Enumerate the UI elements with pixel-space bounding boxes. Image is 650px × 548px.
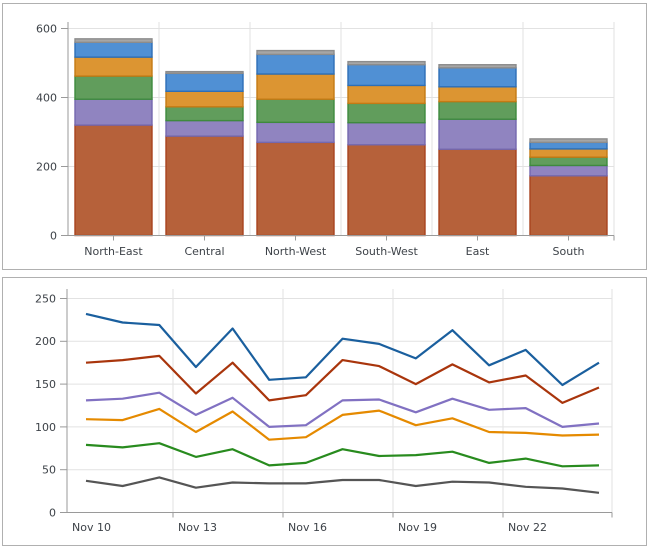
bar-segment-purple [165,119,244,137]
line-series-orange [85,407,600,441]
y-tick-label: 200 [36,160,57,173]
x-tick-label: Nov 10 [72,521,111,534]
bar-segment-blue [74,41,153,58]
x-category-label: South [553,245,585,258]
bar-segment-sienna [438,148,517,237]
line-series-purple [85,391,600,428]
x-category-label: North-West [265,245,327,258]
bar-segment-orange [438,86,517,103]
y-tick-label: 0 [50,229,57,242]
x-category-label: South-West [355,245,418,258]
bar-segment-blue [165,72,244,92]
bar-segment-sienna [256,141,335,237]
x-category-label: Central [184,245,224,258]
bar-segment-purple [347,121,426,146]
bar-segment-green [438,100,517,120]
line-series-gray [85,476,600,494]
bar-segment-green [529,156,608,167]
bar-segment-purple [74,98,153,126]
bar-segment-blue [347,64,426,87]
y-tick-label: 150 [35,378,56,391]
bar-segment-orange [256,73,335,100]
bar-segment-sienna [165,135,244,237]
bar-segment-sienna [347,144,426,237]
bar-segment-purple [256,121,335,144]
bar-segment-orange [347,84,426,105]
y-tick-label: 250 [35,292,56,305]
bar-segment-sienna [74,124,153,237]
y-tick-label: 600 [36,22,57,35]
bar-segment-blue [438,67,517,88]
stacked-bar-chart: 0 200 400 600 North-East Central North-West Sou… [36,22,615,258]
bar-segment-gray [347,60,426,66]
bar-segment-orange [529,148,608,158]
bar-segment-blue [256,53,335,75]
line-chart-panel: 0 50 100 150 200 250 Nov 10 Nov 13 Nov 16 Nov 19 N… [2,277,647,546]
y-tick-label: 400 [36,91,57,104]
bar-segment-purple [529,164,608,177]
bar-segment-gray [438,64,517,69]
bar-segment-green [347,102,426,124]
y-tick-label: 0 [49,506,56,519]
bar-segment-orange [74,56,153,77]
bar-segment-green [165,106,244,122]
bar-segment-green [74,75,153,100]
bar-segment-gray [165,70,244,75]
bar-segment-gray [256,49,335,56]
bar-segment-blue [529,141,608,150]
x-tick-label: Nov 13 [178,521,217,534]
line-chart: 0 50 100 150 200 250 Nov 10 Nov 13 Nov 16 Nov 19 N… [35,289,613,534]
line-series-red [85,354,600,405]
bar-segment-gray [529,138,608,144]
x-tick-label: Nov 16 [288,521,327,534]
bar-segment-sienna [529,175,608,237]
bar-segment-gray [74,38,153,43]
y-tick-label: 200 [35,335,56,348]
x-category-label: East [466,245,490,258]
line-series-blue [85,312,600,387]
y-tick-label: 100 [35,421,56,434]
y-tick-label: 50 [42,464,56,477]
bar-segment-purple [438,118,517,150]
x-tick-label: Nov 19 [398,521,437,534]
x-category-label: North-East [84,245,143,258]
line-series-green [85,442,600,468]
x-tick-label: Nov 22 [508,521,547,534]
bar-segment-orange [165,90,244,108]
stacked-bar-panel: 0 200 400 600 North-East Central North-West Sou… [2,3,647,270]
bar-segment-green [256,98,335,124]
